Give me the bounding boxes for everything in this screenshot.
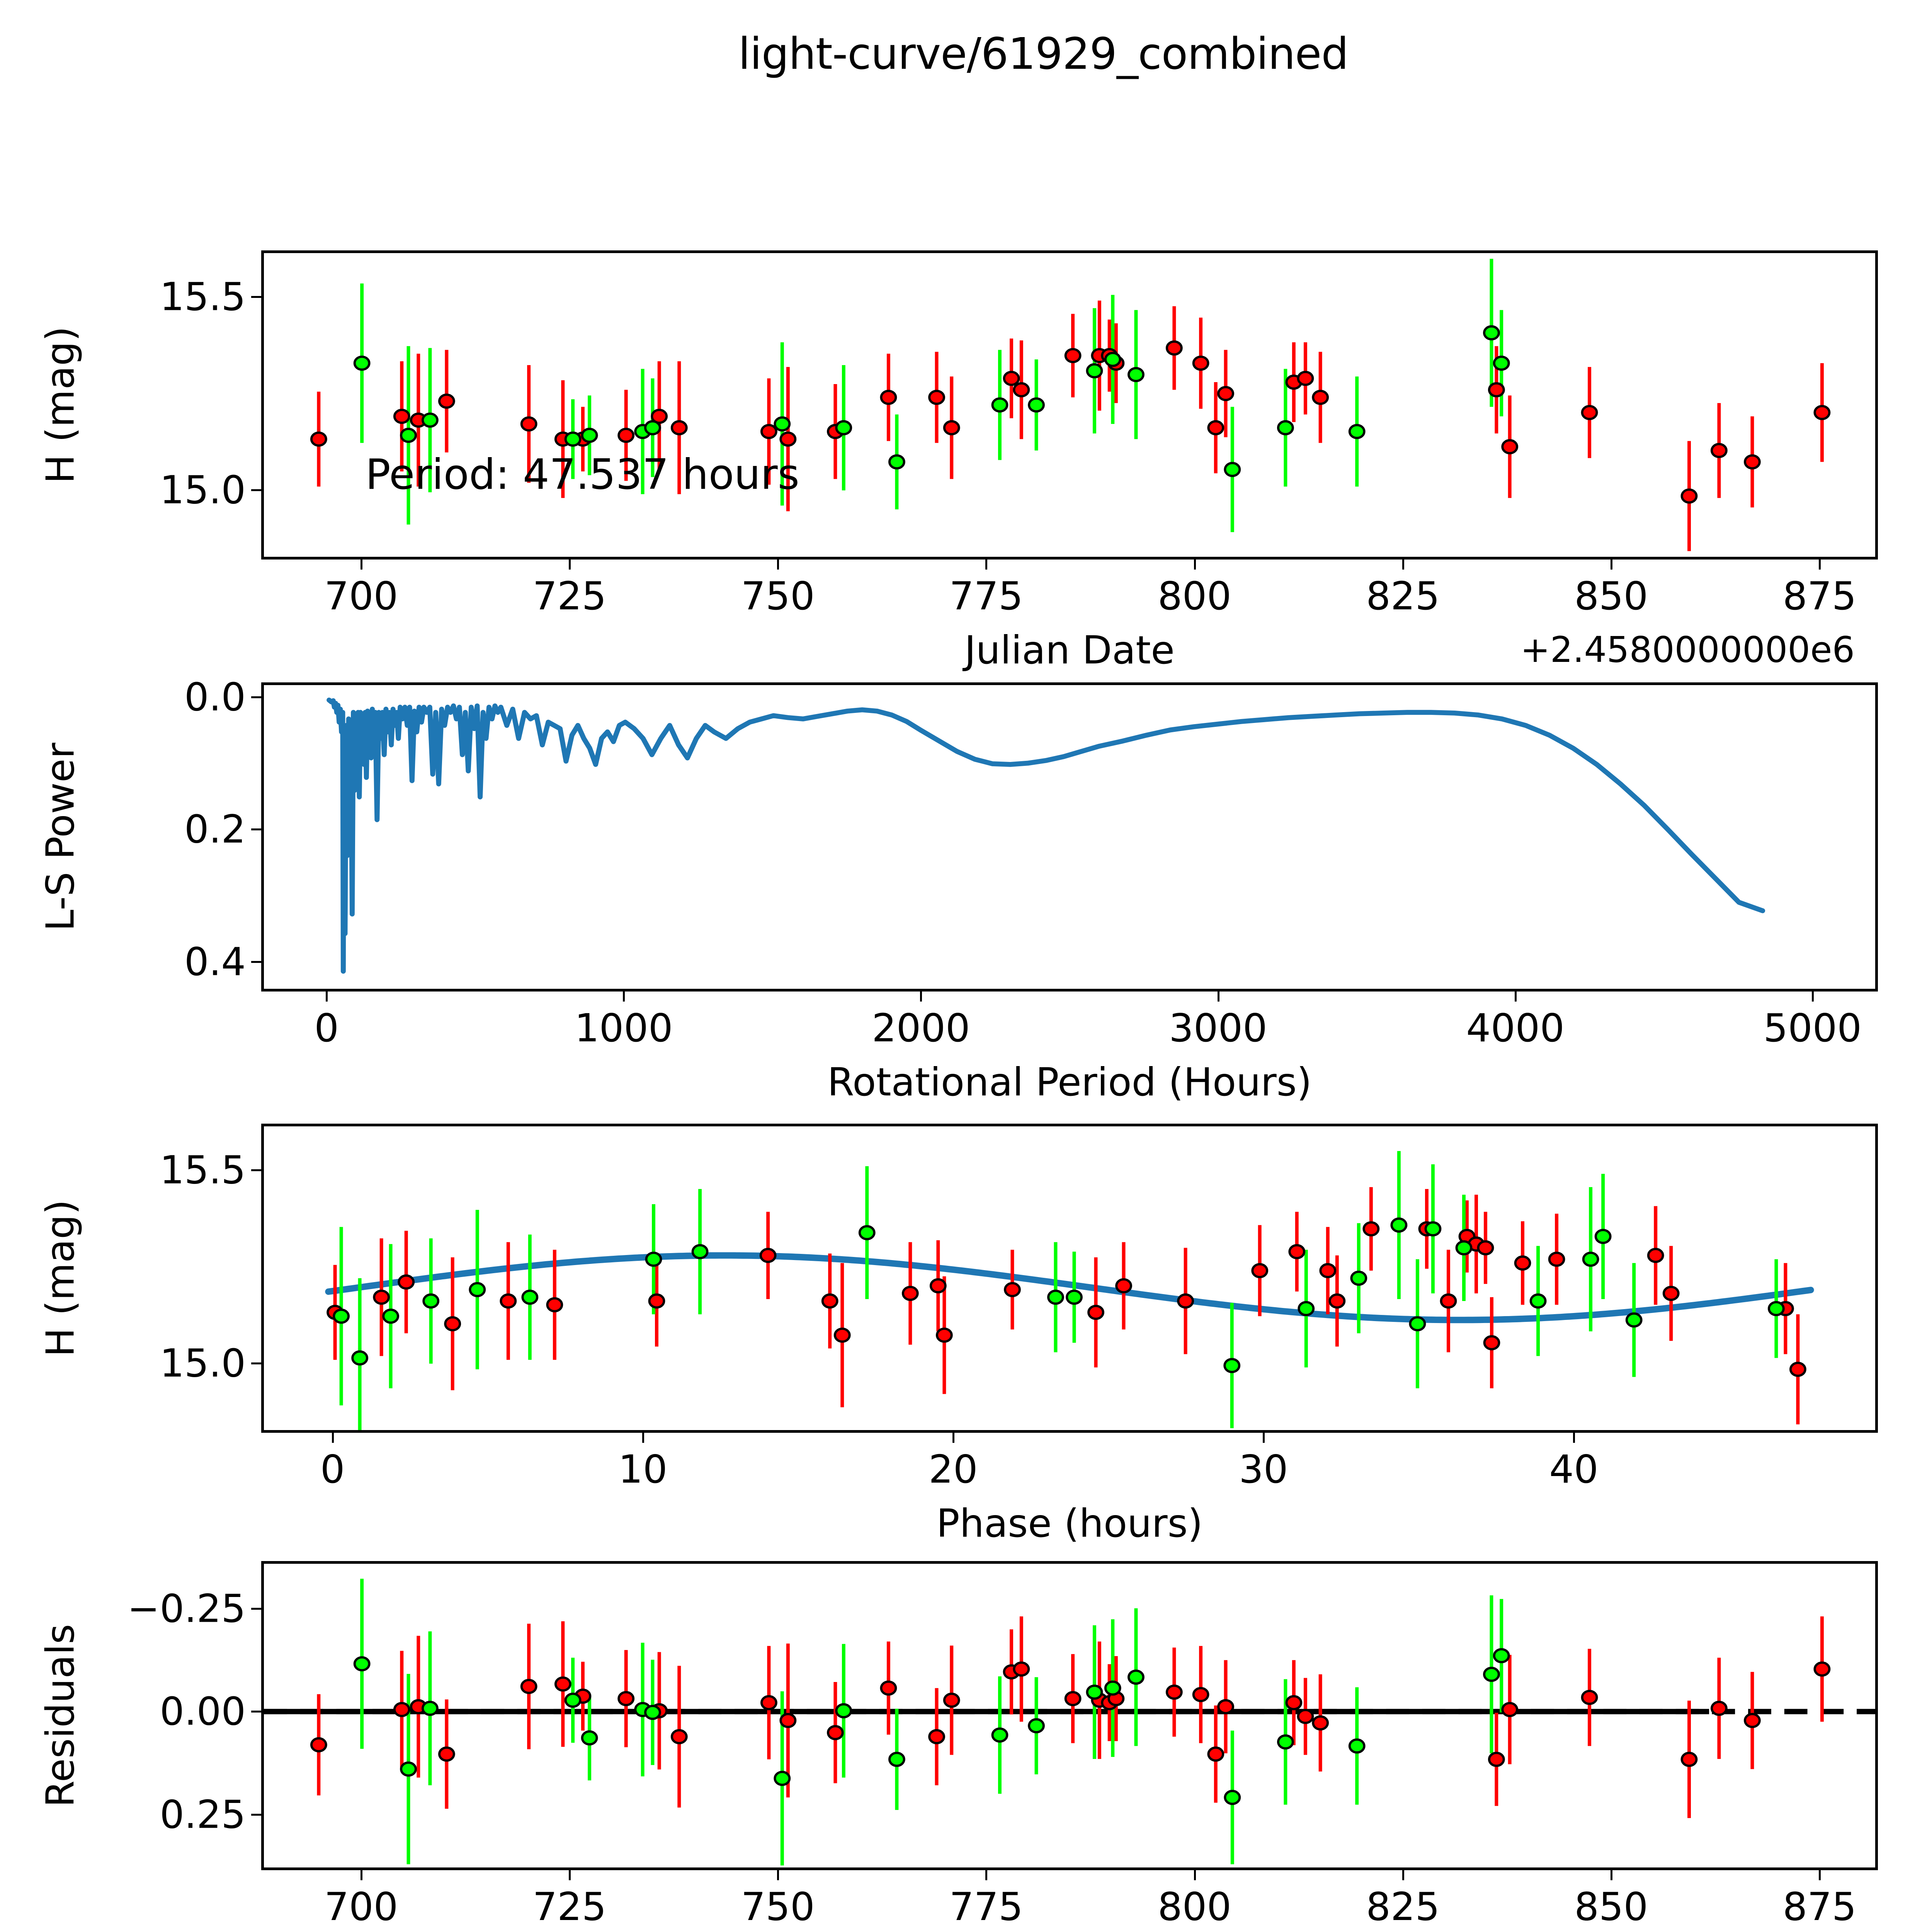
y-tick-mark	[251, 1607, 261, 1610]
x-tick-mark	[568, 560, 571, 570]
plot-area-residuals	[261, 1561, 1878, 1870]
x-tick-mark	[920, 992, 922, 1002]
x-tick-label: 1000	[575, 1005, 673, 1051]
x-tick-mark	[1194, 1870, 1196, 1880]
x-tick-mark	[332, 1433, 334, 1443]
y-tick-label: 15.0	[160, 467, 246, 513]
y-tick-label: 0.25	[160, 1792, 246, 1837]
x-tick-mark	[1194, 560, 1196, 570]
axis-label-x-periodogram: Rotational Period (Hours)	[827, 1060, 1312, 1105]
x-tick-label: 750	[741, 573, 815, 619]
x-tick-label: 10	[618, 1447, 668, 1492]
y-tick-label: 15.5	[160, 1147, 246, 1193]
x-tick-mark	[1819, 560, 1821, 570]
x-tick-mark	[568, 1870, 571, 1880]
x-tick-mark	[777, 1870, 779, 1880]
axis-label-y-periodogram: L-S Power	[37, 743, 83, 931]
x-tick-label: 0	[320, 1447, 345, 1492]
x-tick-label: 40	[1549, 1447, 1599, 1492]
x-tick-mark	[1610, 1870, 1612, 1880]
figure-title: light-curve/61929_combined	[738, 29, 1349, 79]
x-tick-mark	[360, 560, 362, 570]
x-tick-label: 20	[929, 1447, 978, 1492]
plot-area-phase-folded	[261, 1124, 1878, 1433]
x-tick-label: 725	[532, 1884, 607, 1929]
x-tick-label: 850	[1574, 573, 1648, 619]
x-tick-mark	[1402, 1870, 1404, 1880]
x-tick-label: 825	[1366, 1884, 1440, 1929]
x-tick-label: 825	[1366, 573, 1440, 619]
y-tick-label: −0.25	[127, 1586, 246, 1631]
y-tick-mark	[251, 1362, 261, 1364]
period-annotation: Period: 47.537 hours	[365, 451, 799, 499]
x-tick-mark	[642, 1433, 644, 1443]
y-tick-mark	[251, 489, 261, 491]
axis-label-y-phase-folded: H (mag)	[37, 1199, 83, 1357]
x-tick-mark	[1402, 560, 1404, 570]
y-tick-label: 0.0	[184, 674, 246, 720]
x-tick-label: 775	[949, 573, 1023, 619]
y-tick-mark	[251, 1711, 261, 1713]
y-tick-mark	[251, 296, 261, 298]
x-tick-mark	[985, 1870, 988, 1880]
y-tick-label: 0.2	[184, 806, 246, 852]
y-tick-label: 15.0	[160, 1340, 246, 1386]
x-tick-label: 3000	[1169, 1005, 1267, 1051]
y-tick-mark	[251, 1814, 261, 1816]
axis-label-y-residuals: Residuals	[37, 1624, 83, 1808]
y-tick-label: 15.5	[160, 274, 246, 320]
x-tick-mark	[1573, 1433, 1575, 1443]
x-tick-label: 0	[314, 1005, 339, 1051]
x-tick-label: 700	[324, 1884, 398, 1929]
x-tick-mark	[1262, 1433, 1265, 1443]
x-tick-label: 875	[1782, 573, 1857, 619]
y-tick-mark	[251, 1169, 261, 1171]
x-tick-mark	[1514, 992, 1517, 1002]
x-tick-label: 2000	[872, 1005, 970, 1051]
x-tick-label: 875	[1782, 1884, 1857, 1929]
x-tick-mark	[1819, 1870, 1821, 1880]
x-tick-mark	[985, 560, 988, 570]
x-tick-mark	[1610, 560, 1612, 570]
x-tick-label: 775	[949, 1884, 1023, 1929]
plot-area-periodogram	[261, 682, 1878, 992]
x-tick-label: 30	[1239, 1447, 1288, 1492]
y-tick-mark	[251, 828, 261, 831]
axis-label-x-light-curve: Julian Date	[964, 628, 1175, 673]
x-tick-mark	[623, 992, 625, 1002]
y-tick-mark	[251, 696, 261, 698]
axis-label-y-light-curve: H (mag)	[37, 326, 83, 484]
x-tick-label: 725	[532, 573, 607, 619]
x-tick-mark	[1217, 992, 1219, 1002]
axis-offset-text-light-curve: +2.4580000000e6	[1520, 629, 1855, 670]
x-tick-label: 850	[1574, 1884, 1648, 1929]
x-tick-mark	[952, 1433, 954, 1443]
x-tick-mark	[1811, 992, 1814, 1002]
x-tick-label: 4000	[1466, 1005, 1565, 1051]
x-tick-label: 700	[324, 573, 398, 619]
x-tick-label: 750	[741, 1884, 815, 1929]
x-tick-label: 5000	[1763, 1005, 1862, 1051]
plot-area-light-curve	[261, 250, 1878, 560]
axis-label-x-phase-folded: Phase (hours)	[936, 1501, 1203, 1546]
y-tick-label: 0.4	[184, 939, 246, 985]
x-tick-mark	[777, 560, 779, 570]
x-tick-label: 800	[1158, 573, 1231, 619]
y-tick-label: 0.00	[160, 1689, 246, 1734]
x-tick-label: 800	[1158, 1884, 1231, 1929]
x-tick-mark	[360, 1870, 362, 1880]
x-tick-mark	[326, 992, 328, 1002]
y-tick-mark	[251, 961, 261, 963]
